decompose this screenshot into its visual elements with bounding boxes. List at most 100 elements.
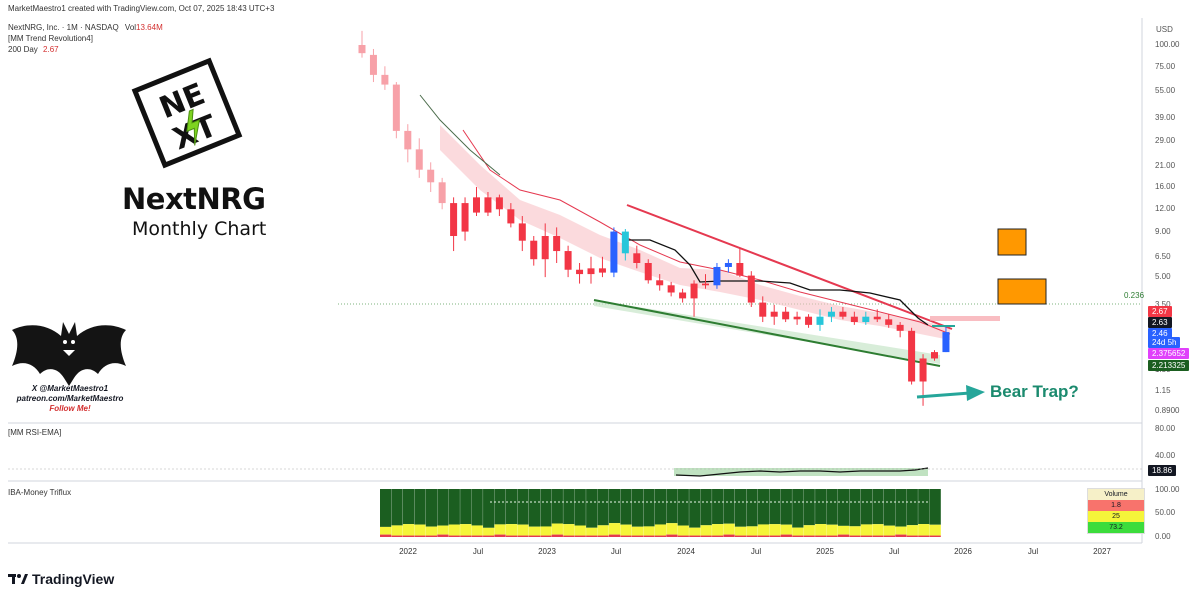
- currency-label[interactable]: USD: [1156, 25, 1173, 34]
- candle: [358, 45, 366, 54]
- triflux-bar-segment: [574, 489, 586, 526]
- price-tick: 5.00: [1155, 272, 1171, 282]
- triflux-bar-segment: [448, 524, 460, 536]
- candle: [610, 231, 618, 273]
- credit-patreon[interactable]: patreon.com/MarketMaestro: [16, 394, 124, 403]
- candle: [576, 269, 584, 275]
- triflux-bar-segment: [402, 489, 415, 525]
- ma-legend[interactable]: 200 Day 2.67: [8, 44, 59, 55]
- candle: [770, 311, 778, 317]
- triflux-bar-segment: [528, 526, 541, 536]
- price-tag: 2.67: [1148, 306, 1172, 317]
- candle: [553, 236, 561, 252]
- tradingview-logo-icon: [8, 574, 28, 584]
- triflux-bar-segment: [643, 535, 655, 537]
- volume-table: Volume 1.8 25 73.2: [1087, 488, 1145, 534]
- triflux-bar-segment: [906, 535, 918, 537]
- triflux-bar-segment: [666, 523, 678, 535]
- triflux-bar-segment: [849, 489, 861, 527]
- triflux-bar-segment: [906, 489, 918, 526]
- triflux-bar-segment: [872, 535, 884, 537]
- triflux-bar-segment: [860, 489, 873, 525]
- triflux-bar-segment: [460, 524, 472, 536]
- triflux-bar-segment: [631, 535, 644, 537]
- triflux-bar-segment: [689, 535, 701, 537]
- triflux-bar-segment: [792, 527, 804, 536]
- credit-x-handle[interactable]: X @MarketMaestro1: [31, 384, 109, 393]
- candle: [862, 316, 870, 323]
- indicator-trend-revolution[interactable]: [MM Trend Revolution4]: [8, 34, 93, 43]
- triflux-bar-segment: [414, 535, 426, 537]
- projection-bar: [930, 316, 1000, 321]
- candle: [908, 330, 916, 382]
- triflux-bar-segment: [414, 524, 426, 536]
- triflux-bar-segment: [483, 489, 495, 528]
- candle: [759, 302, 767, 317]
- candle: [679, 292, 687, 299]
- candle: [564, 251, 572, 270]
- triflux-bar-segment: [643, 489, 655, 527]
- volume-row-bull: 73.2: [1088, 522, 1144, 533]
- time-tick: 2023: [538, 547, 556, 556]
- triflux-bar-segment: [654, 489, 666, 525]
- triflux-bar-segment: [609, 489, 621, 524]
- triflux-bar-segment: [631, 526, 644, 536]
- price-tick: 6.50: [1155, 251, 1171, 261]
- triflux-bar-segment: [551, 523, 563, 535]
- time-tick: Jul: [472, 547, 484, 556]
- ma-green-line: [419, 94, 501, 176]
- candle: [873, 316, 881, 320]
- candle: [598, 268, 606, 273]
- triflux-title[interactable]: IBA-Money Triflux: [8, 488, 72, 497]
- triflux-bar-segment: [574, 525, 586, 536]
- price-tick: 21.00: [1155, 160, 1176, 170]
- triflux-bar-segment: [528, 489, 541, 527]
- triflux-bar-segment: [895, 534, 907, 537]
- triflux-bar-segment: [380, 534, 392, 537]
- fib-label: 0.236: [1124, 291, 1145, 300]
- triflux-bar-segment: [734, 535, 747, 537]
- candle: [644, 262, 652, 281]
- triflux-bar-segment: [677, 489, 689, 526]
- price-tick: 1.15: [1155, 386, 1171, 395]
- triflux-bar-segment: [895, 489, 907, 527]
- next-logo: NE XT: [122, 48, 252, 178]
- rsi-title[interactable]: [MM RSI-EMA]: [8, 428, 62, 437]
- triflux-bar-segment: [448, 535, 460, 537]
- triflux-bar-segment: [780, 489, 792, 525]
- next-logo-icon: NE XT: [131, 57, 243, 169]
- time-tick: 2027: [1093, 547, 1111, 556]
- price-tick: 39.00: [1155, 112, 1176, 122]
- candle: [702, 283, 709, 286]
- candle: [793, 316, 801, 320]
- triflux-bar-segment: [563, 489, 575, 525]
- triflux-bar-segment: [883, 489, 895, 526]
- triflux-bar-segment: [689, 489, 701, 528]
- triflux-bar-segment: [723, 523, 735, 535]
- triflux-bar-segment: [597, 525, 609, 536]
- candle: [369, 54, 377, 75]
- triflux-bar-segment: [929, 535, 941, 537]
- triflux-bar-segment: [792, 489, 804, 528]
- triflux-bar-segment: [517, 535, 529, 537]
- triflux-bar-segment: [712, 535, 724, 537]
- price-tick: 29.00: [1155, 135, 1176, 145]
- triflux-bar-segment: [792, 535, 804, 537]
- triflux-bar-segment: [471, 535, 483, 537]
- rsi-last-tag: 18.86: [1148, 465, 1177, 476]
- tradingview-watermark[interactable]: TradingView: [8, 571, 114, 587]
- triflux-bar-segment: [815, 535, 827, 537]
- symbol-name[interactable]: NextNRG, Inc. · 1M · NASDAQ: [8, 23, 119, 32]
- triflux-bar-segment: [815, 489, 827, 525]
- candle: [484, 197, 492, 213]
- candle: [381, 74, 389, 85]
- triflux-bar-segment: [654, 524, 666, 536]
- triflux-bar-segment: [918, 524, 930, 536]
- triflux-bar-segment: [380, 489, 392, 527]
- candle: [656, 280, 664, 286]
- triflux-bar-segment: [734, 526, 747, 536]
- triflux-bar-segment: [757, 524, 770, 536]
- triflux-bar-segment: [540, 535, 552, 537]
- triflux-bar-segment: [586, 527, 598, 536]
